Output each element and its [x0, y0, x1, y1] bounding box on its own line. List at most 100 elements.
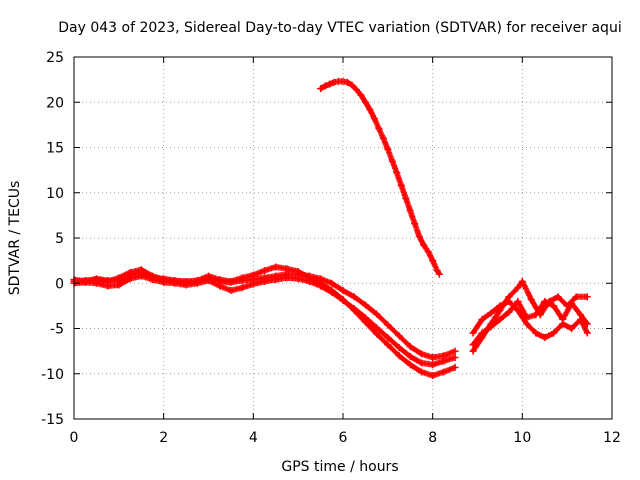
data-point [343, 78, 351, 86]
data-point [395, 332, 403, 340]
data-point [559, 320, 567, 328]
data-point [182, 277, 190, 285]
data-point [577, 315, 585, 323]
data-point [137, 269, 145, 277]
series-high-arc [317, 77, 443, 278]
chart-title: Day 043 of 2023, Sidereal Day-to-day VTE… [58, 20, 621, 36]
data-point [487, 309, 495, 317]
data-point [554, 293, 562, 301]
data-point [514, 306, 522, 314]
y-tick-label: 15 [46, 141, 64, 157]
data-point [328, 279, 336, 287]
data-point [568, 325, 576, 332]
x-tick-label: 6 [339, 430, 348, 446]
data-point [572, 293, 580, 301]
data-point [126, 271, 134, 279]
data-point [406, 207, 414, 215]
data-point [417, 359, 425, 367]
data-point [294, 275, 302, 283]
data-point [514, 284, 522, 292]
data-point [384, 334, 392, 342]
series-markers [71, 273, 459, 368]
x-tick-label: 8 [428, 430, 437, 446]
data-point [478, 329, 486, 337]
data-point [227, 286, 235, 294]
data-point [518, 277, 526, 285]
data-point [514, 297, 522, 305]
data-point [384, 321, 392, 329]
x-tick-label: 2 [159, 430, 168, 446]
data-point [395, 344, 403, 352]
data-point [361, 98, 369, 106]
y-tick-label: 5 [55, 231, 64, 247]
data-point [104, 277, 112, 285]
data-point [496, 315, 504, 323]
data-point [339, 296, 347, 304]
y-tick-label: 0 [55, 276, 64, 292]
data-point [469, 329, 477, 337]
data-point [496, 302, 504, 310]
data-point [305, 274, 313, 282]
data-point [92, 275, 100, 283]
y-tick-label: -10 [41, 367, 64, 383]
data-point [283, 265, 291, 273]
data-point [505, 308, 513, 316]
data-point [388, 157, 396, 165]
data-point [350, 293, 358, 301]
data-point [420, 241, 428, 249]
y-tick-label: 10 [46, 186, 64, 202]
y-tick-label: 25 [46, 50, 64, 66]
data-point [532, 329, 540, 337]
data-point [294, 267, 302, 275]
data-point [417, 368, 425, 376]
data-point [469, 347, 477, 355]
data-point [440, 368, 448, 376]
data-point [272, 263, 280, 271]
data-point [505, 297, 513, 305]
y-axis-label: SDTVAR / TECUs [7, 181, 23, 296]
x-axis-label: GPS time / hours [281, 459, 398, 475]
data-point [352, 86, 360, 94]
data-point [373, 310, 381, 318]
data-layer [70, 77, 591, 380]
data-point [361, 301, 369, 309]
data-point [440, 357, 448, 365]
data-point [330, 78, 338, 86]
data-point [406, 353, 414, 361]
data-point [328, 286, 336, 294]
data-point [550, 302, 558, 310]
data-point [583, 293, 591, 301]
data-point [339, 77, 347, 85]
data-point [193, 277, 201, 285]
data-point [568, 299, 576, 307]
data-point [283, 274, 291, 282]
data-point [527, 296, 535, 304]
data-point [406, 343, 414, 351]
data-point [417, 350, 425, 358]
data-point [261, 277, 269, 285]
data-point [424, 248, 432, 256]
data-point [429, 372, 437, 380]
grid-layer [74, 57, 612, 419]
data-point [326, 80, 334, 88]
data-point [249, 271, 257, 279]
data-point [348, 81, 356, 89]
data-point [435, 270, 443, 278]
data-point [469, 341, 477, 349]
data-point [321, 82, 329, 90]
data-point [317, 279, 325, 287]
data-point [541, 334, 549, 342]
data-point [384, 145, 392, 153]
data-point [366, 105, 374, 113]
data-point [373, 330, 381, 338]
data-point [411, 220, 419, 228]
data-point [451, 353, 459, 361]
tick-layer: 0 2 4 6 8 10 12 -15 -10 -5 0 5 10 15 20 25 [41, 50, 621, 446]
x-tick-label: 12 [603, 430, 621, 446]
x-tick-label: 0 [70, 430, 79, 446]
data-point [550, 329, 558, 337]
data-point [115, 277, 123, 285]
data-point [339, 286, 347, 294]
data-point [238, 274, 246, 282]
data-point [402, 194, 410, 202]
